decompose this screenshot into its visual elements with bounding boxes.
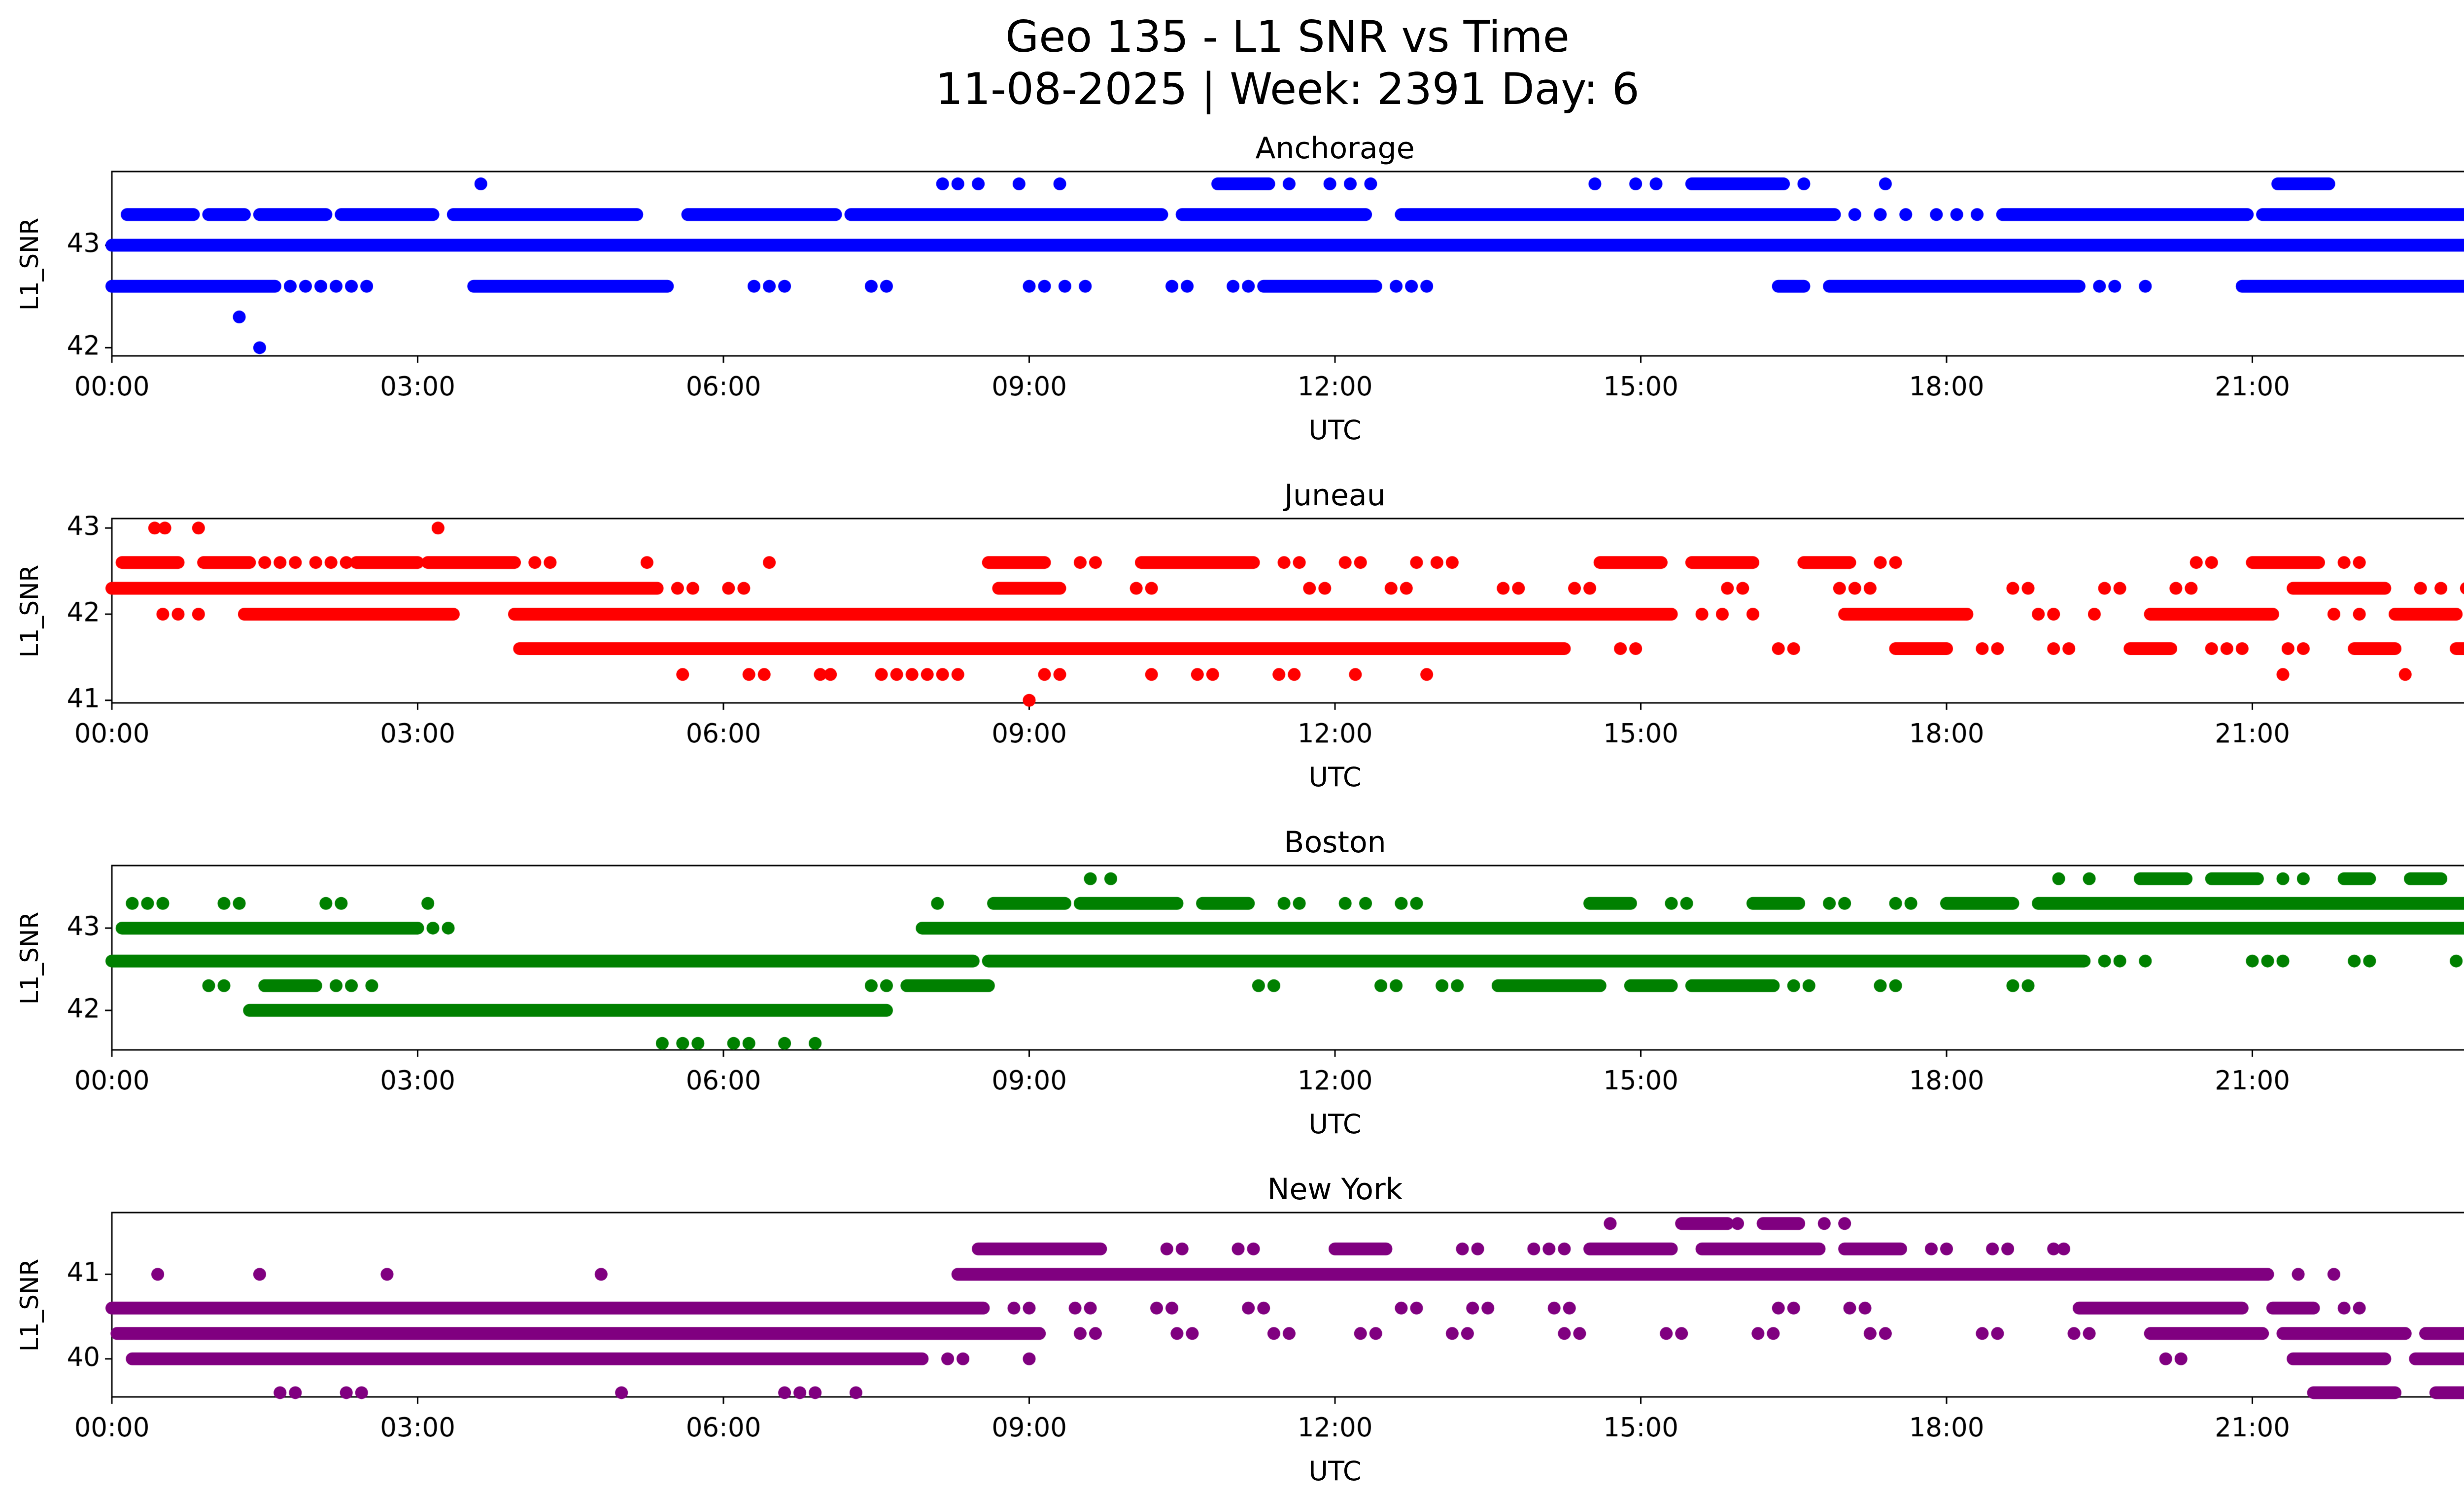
juneau-y-axis-label: L1_SNR: [15, 564, 44, 658]
boston-scatter-canvas: [0, 863, 2464, 1104]
subplot-new-york-title: New York: [1267, 1172, 1403, 1207]
subplot-anchorage: Anchorage L1_SNR UTC: [0, 132, 2464, 445]
anchorage-x-axis-label: UTC: [1308, 415, 1362, 446]
juneau-scatter-canvas: [0, 516, 2464, 757]
new-york-y-axis-label: L1_SNR: [15, 1258, 44, 1352]
anchorage-scatter-canvas: [0, 169, 2464, 410]
boston-y-axis-label: L1_SNR: [15, 911, 44, 1005]
subplot-anchorage-title: Anchorage: [1255, 131, 1415, 166]
boston-x-axis-label: UTC: [1308, 1109, 1362, 1140]
figure-title: Geo 135 - L1 SNR vs Time: [1005, 11, 1570, 62]
subplot-juneau: Juneau L1_SNR UTC: [0, 479, 2464, 792]
anchorage-y-axis-label: L1_SNR: [15, 217, 44, 311]
new-york-x-axis-label: UTC: [1308, 1456, 1362, 1487]
figure-subtitle: 11-08-2025 | Week: 2391 Day: 6: [935, 64, 1640, 114]
juneau-x-axis-label: UTC: [1308, 762, 1362, 793]
subplot-new-york: New York L1_SNR UTC: [0, 1173, 2464, 1486]
new-york-scatter-canvas: [0, 1210, 2464, 1451]
subplot-boston: Boston L1_SNR UTC: [0, 826, 2464, 1139]
subplot-boston-title: Boston: [1284, 825, 1386, 860]
subplot-juneau-title: Juneau: [1284, 478, 1386, 513]
